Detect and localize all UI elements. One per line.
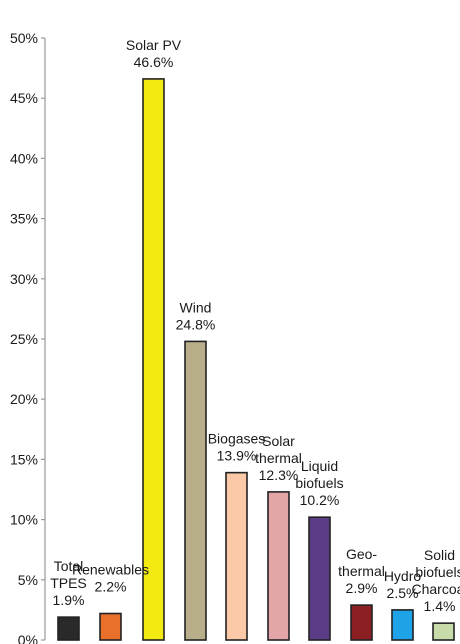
bar-label-8: 2.5% <box>387 585 419 601</box>
y-tick-label: 40% <box>10 150 38 166</box>
bar-9 <box>432 622 455 641</box>
bar-label-6: Liquid <box>301 458 338 474</box>
bar-label-5: thermal <box>255 450 302 466</box>
bar-label-5: 12.3% <box>259 467 299 483</box>
bar-label-7: Geo- <box>346 546 377 562</box>
bar-label-8: Hydro <box>384 568 422 584</box>
bar-label-4: Biogases <box>208 431 266 447</box>
bar-7 <box>350 604 373 641</box>
bar-4 <box>225 471 248 641</box>
axis-layer: 0% 5% 10% 15% 20% 25% 30% 35% 40% 45% 50% <box>10 30 46 644</box>
bar-label-7: thermal <box>338 563 385 579</box>
y-tick-label: 35% <box>10 211 38 227</box>
bar-label-1: Renewables <box>72 562 149 578</box>
y-tick-label: 50% <box>10 30 38 46</box>
y-tick-label: 10% <box>10 512 38 528</box>
y-tick-label: 0% <box>18 632 38 644</box>
bar-6 <box>308 516 331 641</box>
bar-label-0: Total <box>54 558 84 574</box>
bar-label-3: Wind <box>180 299 212 315</box>
bar-3 <box>184 340 207 641</box>
y-tick-label: 20% <box>10 391 38 407</box>
bar-label-7: 2.9% <box>346 580 378 596</box>
bar-0 <box>57 616 80 641</box>
bar-layer <box>57 78 455 641</box>
bar-2 <box>142 78 165 641</box>
bar-label-6: biofuels <box>295 475 343 491</box>
bar-label-9: Solid <box>424 547 455 563</box>
y-tick-label: 5% <box>18 572 38 588</box>
bar-label-9: biofuels <box>415 564 460 580</box>
y-tick-label: 45% <box>10 90 38 106</box>
bar-1 <box>99 612 122 641</box>
bar-label-9: Charcoal <box>411 581 460 597</box>
bar-5 <box>267 491 290 641</box>
bar-label-0: 1.9% <box>53 592 85 608</box>
bar-label-9: 1.4% <box>424 598 456 614</box>
bar-label-4: 13.9% <box>217 448 257 464</box>
bar-8 <box>391 609 414 641</box>
bar-label-6: 10.2% <box>300 492 340 508</box>
bar-label-5: Solar <box>262 433 295 449</box>
bar-label-1: 2.2% <box>95 579 127 595</box>
bar-label-2: Solar PV <box>126 37 182 53</box>
y-tick-label: 25% <box>10 331 38 347</box>
y-tick-label: 15% <box>10 451 38 467</box>
bar-label-0: TPES <box>50 575 87 591</box>
bar-label-2: 46.6% <box>134 54 174 70</box>
y-tick-label: 30% <box>10 271 38 287</box>
bar-label-3: 24.8% <box>176 316 216 332</box>
